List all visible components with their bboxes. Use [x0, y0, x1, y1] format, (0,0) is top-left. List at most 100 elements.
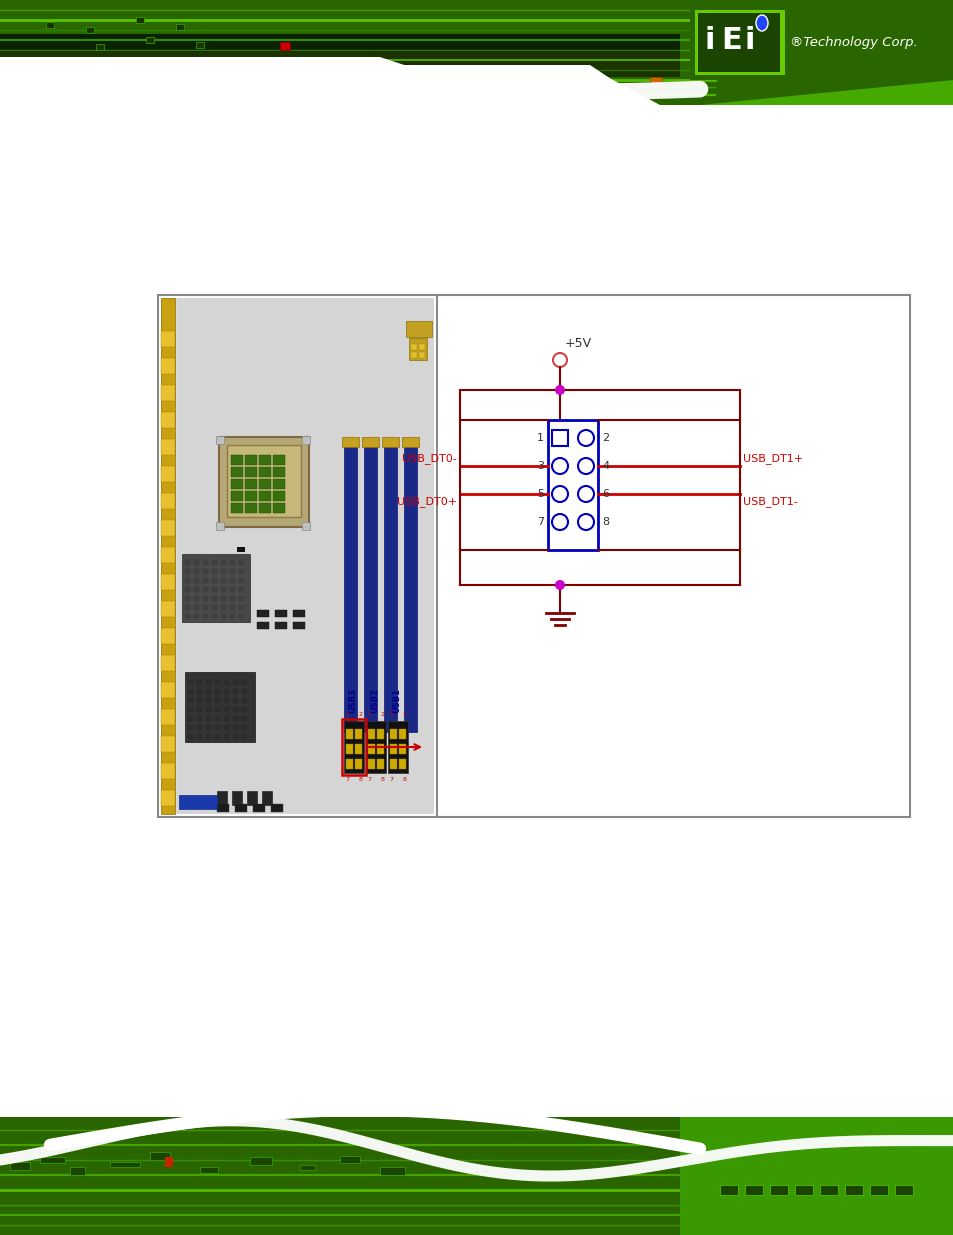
Bar [193, 577, 200, 584]
Bar [184, 613, 191, 620]
Bar [241, 679, 248, 685]
Bar [223, 697, 230, 704]
Bar [187, 688, 193, 695]
Bar [0, 0, 953, 105]
Text: 7: 7 [537, 517, 543, 527]
Bar [205, 688, 212, 695]
Bar [341, 719, 366, 776]
Bar [179, 795, 216, 809]
Text: 4: 4 [601, 461, 608, 471]
Bar [156, 57, 164, 63]
Bar [552, 430, 567, 446]
Text: 2: 2 [358, 713, 363, 718]
Bar [40, 1157, 65, 1163]
Bar [161, 574, 174, 590]
Text: USB_DT1-: USB_DT1- [742, 496, 797, 506]
Bar [231, 479, 243, 489]
Bar [46, 67, 54, 73]
Text: 1: 1 [537, 433, 543, 443]
Bar [229, 577, 235, 584]
Bar [315, 61, 324, 65]
Bar [184, 559, 191, 566]
Bar [355, 729, 361, 739]
Bar [195, 715, 203, 722]
Bar [258, 503, 271, 513]
Bar [150, 1152, 170, 1160]
Circle shape [578, 487, 594, 501]
Bar [229, 595, 235, 601]
Bar [236, 547, 245, 552]
Bar [346, 743, 353, 755]
Bar [339, 1156, 359, 1163]
Bar [229, 585, 235, 593]
Bar [689, 5, 949, 80]
Bar [258, 479, 271, 489]
Bar [346, 760, 353, 769]
Bar [384, 442, 396, 732]
Bar [205, 734, 212, 740]
Bar [161, 438, 174, 454]
Bar [200, 1167, 218, 1173]
Bar [769, 1186, 787, 1195]
Bar [195, 734, 203, 740]
Bar [232, 790, 242, 805]
Bar [213, 697, 221, 704]
Bar [245, 479, 256, 489]
Bar [175, 23, 184, 30]
Bar [220, 595, 227, 601]
Bar [184, 568, 191, 576]
Bar [195, 688, 203, 695]
Circle shape [555, 580, 564, 590]
Bar [184, 595, 191, 601]
Bar [401, 437, 418, 447]
Bar [187, 715, 193, 722]
Bar [403, 442, 416, 732]
Bar [376, 743, 384, 755]
Bar [211, 577, 218, 584]
Bar [398, 760, 406, 769]
Bar [231, 454, 243, 466]
Bar [237, 595, 245, 601]
Bar [219, 437, 309, 527]
Polygon shape [0, 65, 649, 105]
Bar [366, 721, 386, 773]
Bar [341, 437, 358, 447]
Bar [223, 715, 230, 722]
Bar [202, 595, 209, 601]
Bar [216, 804, 229, 811]
Bar [161, 520, 174, 536]
Bar [193, 613, 200, 620]
Text: i: i [704, 26, 715, 56]
Bar [177, 298, 434, 814]
Bar [253, 804, 265, 811]
Bar [184, 604, 191, 611]
Bar [205, 715, 212, 722]
Bar [299, 1165, 314, 1170]
Bar [679, 1116, 953, 1235]
Bar [211, 559, 218, 566]
Bar [211, 585, 218, 593]
Bar [245, 467, 256, 477]
Text: 8: 8 [402, 777, 407, 782]
Text: i: i [744, 26, 755, 56]
Text: USB_DT0+: USB_DT0+ [396, 496, 456, 506]
Bar [187, 724, 193, 731]
Text: 1: 1 [389, 713, 393, 718]
Text: 8: 8 [601, 517, 608, 527]
Bar [0, 35, 679, 52]
Bar [302, 522, 310, 530]
Bar [232, 697, 239, 704]
Bar [368, 743, 375, 755]
Bar [187, 706, 193, 713]
Bar [262, 790, 272, 805]
Bar [234, 804, 247, 811]
Text: +5V: +5V [564, 337, 592, 350]
Bar [273, 503, 285, 513]
Bar [237, 577, 245, 584]
Bar [245, 503, 256, 513]
Bar [232, 734, 239, 740]
Bar [390, 743, 396, 755]
Bar [213, 724, 221, 731]
Bar [344, 442, 356, 732]
Bar [273, 479, 285, 489]
